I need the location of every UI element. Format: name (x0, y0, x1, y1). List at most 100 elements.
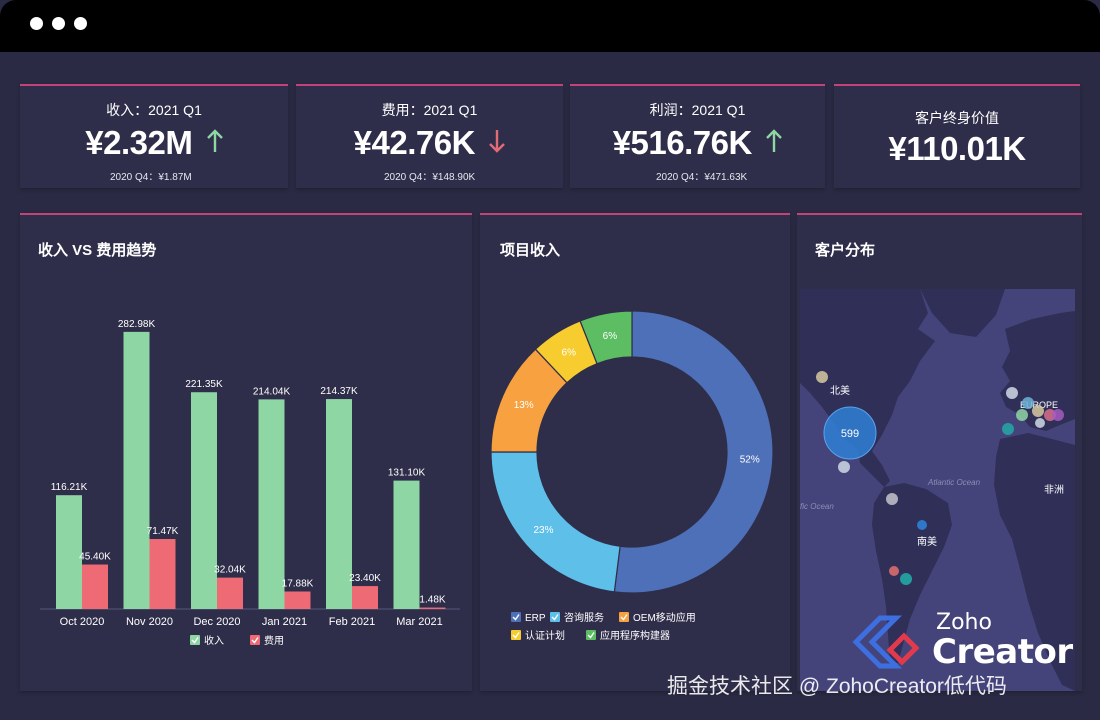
bar-value-label: 1.48K (419, 595, 445, 606)
bar-income[interactable] (393, 480, 420, 609)
legend-checkbox-icon[interactable] (586, 630, 596, 640)
legend-item-income[interactable]: 收入 (190, 634, 224, 647)
kpi-title: 客户终身价值 (915, 110, 999, 126)
bar-income[interactable] (191, 392, 217, 609)
slice-percent-label: 6% (562, 347, 577, 358)
legend-checkbox-icon[interactable] (550, 612, 560, 622)
legend-item-expense[interactable]: 费用 (250, 634, 284, 647)
map-bubble[interactable] (838, 461, 850, 473)
legend-label: 应用程序构建器 (600, 629, 670, 642)
logo-text-creator: Creator (932, 632, 1073, 672)
check-icon (251, 637, 259, 644)
map-label-atlantic: Atlantic Ocean (927, 478, 981, 487)
kpi-card-income[interactable]: 收入：2021 Q1 ¥2.32M 2020 Q4：¥1.87M (20, 84, 288, 188)
check-icon (620, 614, 628, 621)
bar-value-label: 116.21K (51, 482, 88, 493)
legend-label: 认证计划 (525, 629, 565, 642)
slice-percent-label: 6% (603, 331, 618, 342)
europe-shape (1000, 311, 1075, 431)
bar-value-label: 23.40K (349, 573, 381, 584)
legend-item[interactable]: ERP (511, 612, 546, 624)
bar-expense[interactable] (284, 591, 311, 609)
customer-distribution-map[interactable]: 北美 EUROPE Atlantic Ocean fic Ocean 非洲 南美… (800, 289, 1075, 691)
map-bubble[interactable] (917, 520, 927, 530)
customer-map-panel: 客户分布 北美 EUROPE Atlantic Ocean fic Ocean … (797, 213, 1082, 691)
bar-value-label: 45.40K (79, 552, 111, 563)
legend-checkbox-icon[interactable] (511, 612, 521, 622)
x-tick-label: Nov 2020 (126, 616, 173, 628)
legend-item[interactable]: 应用程序构建器 (586, 629, 670, 642)
bar-value-label: 17.88K (282, 578, 314, 589)
bar-income[interactable] (123, 331, 150, 609)
legend-checkbox-icon[interactable] (619, 612, 629, 622)
kpi-value: ¥42.76K (353, 124, 476, 161)
map-bubble-value: 599 (841, 428, 859, 440)
map-bubble-large[interactable] (823, 406, 877, 460)
project-income-panel: 项目收入 52% 23% 13% 6% 6% ERP 咨询服务 OEM移动应用 认证计划 应用程序… (480, 213, 790, 691)
kpi-value: ¥516.76K (612, 124, 753, 161)
bar-value-label: 214.04K (253, 386, 291, 397)
map-bubble[interactable] (1016, 409, 1028, 421)
logo-text-zoho: Zoho (936, 610, 992, 635)
bar-expense[interactable] (149, 539, 176, 609)
watermark-text: 掘金技术社区 @ ZohoCreator低代码 (667, 675, 1007, 698)
income-expense-bar-chart: 116.21K 45.40K Oct 2020 282.98K 71.47K Nov 20… (40, 319, 460, 647)
map-label-south-america: 南美 (917, 535, 937, 548)
kpi-value: ¥110.01K (888, 130, 1026, 167)
map-bubble[interactable] (1006, 387, 1018, 399)
legend-item[interactable]: 咨询服务 (550, 611, 604, 624)
creator-logo-icon (852, 615, 920, 669)
legend-checkbox-icon[interactable] (511, 630, 521, 640)
map-bubble[interactable] (1002, 423, 1014, 435)
donut-slice[interactable] (490, 451, 621, 593)
legend-checkbox-icon[interactable] (250, 635, 260, 645)
window-dot-2[interactable] (52, 17, 65, 30)
map-bubble[interactable] (1022, 397, 1034, 409)
bar-income[interactable] (258, 399, 285, 609)
kpi-title: 费用：2021 Q1 (381, 102, 478, 118)
x-tick-label: Oct 2020 (60, 616, 105, 628)
slice-percent-label: 52% (740, 454, 760, 465)
check-icon (512, 614, 520, 621)
bar-income[interactable] (326, 399, 352, 609)
window-dot-1[interactable] (30, 17, 43, 30)
bar-value-label: 221.35K (185, 379, 223, 390)
map-bubble[interactable] (900, 573, 912, 585)
bar-income[interactable] (56, 495, 82, 609)
map-bubble[interactable] (1032, 405, 1044, 417)
map-bubble[interactable] (816, 371, 828, 383)
trend-chart-panel: 收入 VS 费用趋势 116.21K 45.40K Oct 2020 282.98K 7… (20, 213, 472, 691)
kpi-card-lifetime-value[interactable]: 客户终身价值 ¥110.01K (834, 84, 1080, 188)
window-dot-3[interactable] (74, 17, 87, 30)
map-bubble[interactable] (1035, 418, 1045, 428)
kpi-previous: 2020 Q4：¥148.90K (384, 172, 476, 183)
map-bubble[interactable] (886, 493, 898, 505)
arrow-up-icon (206, 128, 223, 158)
bar-value-label: 131.10K (388, 468, 426, 479)
check-icon (512, 632, 520, 639)
window-titlebar (0, 0, 1100, 52)
kpi-card-profit[interactable]: 利润：2021 Q1 ¥516.76K 2020 Q4：¥471.63K (570, 84, 825, 188)
kpi-title: 收入：2021 Q1 (106, 102, 202, 118)
map-label-africa: 非洲 (1044, 484, 1064, 496)
kpi-card-expense[interactable]: 费用：2021 Q1 ¥42.76K 2020 Q4：¥148.90K (296, 84, 563, 188)
check-icon (587, 632, 595, 639)
donut-slice[interactable] (579, 310, 633, 365)
x-tick-label: Jan 2021 (262, 616, 307, 628)
bar-expense[interactable] (82, 564, 108, 609)
x-tick-label: Feb 2021 (329, 616, 375, 628)
greenland-shape (920, 289, 1005, 337)
legend-item[interactable]: OEM移动应用 (619, 611, 696, 624)
bar-expense[interactable] (419, 607, 446, 609)
legend-checkbox-icon[interactable] (190, 635, 200, 645)
donut-slice[interactable] (613, 310, 774, 594)
bar-expense[interactable] (352, 586, 378, 609)
map-bubble[interactable] (889, 566, 899, 576)
north-america-shape (800, 289, 935, 451)
bar-expense[interactable] (217, 577, 243, 609)
map-bubble[interactable] (1052, 409, 1064, 421)
panel-title: 客户分布 (815, 242, 876, 259)
panel-title: 收入 VS 费用趋势 (38, 242, 157, 259)
legend-item[interactable]: 认证计划 (511, 629, 565, 642)
